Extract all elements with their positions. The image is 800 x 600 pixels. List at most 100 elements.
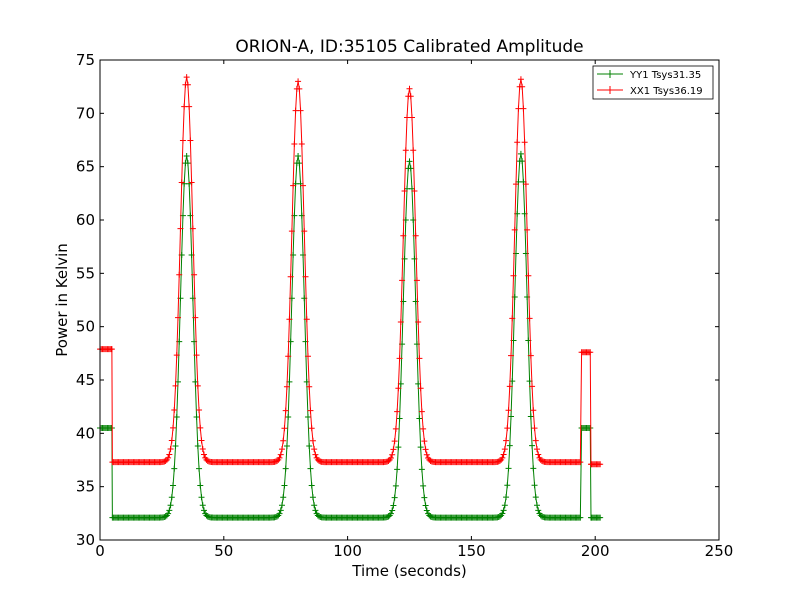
x-tick-label: 250 [705,542,734,560]
y-tick-label: 45 [76,371,95,389]
y-tick-label: 70 [76,104,95,122]
data-point [402,147,409,154]
data-point [506,442,513,449]
data-point [505,465,512,472]
data-point [535,507,542,514]
y-tick-label: 55 [76,264,95,282]
data-point [171,407,178,414]
data-point [183,153,190,159]
data-point [422,446,429,453]
x-axis-label: Time (seconds) [351,562,467,580]
data-point [276,510,283,517]
data-point [296,85,303,92]
data-point [406,158,413,165]
data-point [278,502,285,509]
data-point [407,165,414,172]
data-point [193,352,200,359]
data-point [526,315,533,322]
data-point [312,451,319,458]
data-point [199,446,206,453]
data-point [191,271,198,278]
data-point [416,355,423,362]
data-point [166,451,173,458]
data-point [396,415,403,422]
data-point [280,494,287,501]
data-point [413,277,420,284]
data-point [300,182,307,189]
data-point [503,494,510,501]
data-point [387,510,394,517]
data-point [304,414,311,421]
data-point [200,451,207,458]
y-axis-label: Power in Kelvin [53,243,71,357]
data-point [390,502,397,509]
data-point [423,451,430,458]
data-point [307,465,314,472]
data-point [387,454,394,461]
data-point [496,457,503,464]
y-tick-label: 65 [76,158,95,176]
data-point [597,461,604,468]
chart-title: ORION-A, ID:35105 Calibrated Amplitude [235,37,583,57]
data-point [176,271,183,278]
data-point [395,444,402,451]
data-point [283,443,290,450]
data-point [196,465,203,472]
data-point [308,425,315,432]
data-point [183,74,190,81]
data-point [189,225,196,232]
data-point [534,446,541,453]
data-point [288,228,295,235]
data-point [276,454,283,461]
data-point [392,482,399,489]
data-point [196,407,203,414]
data-point [179,137,186,144]
series-markers-yy1 [97,150,604,521]
data-point [500,507,507,514]
data-point [499,454,506,461]
data-point [412,232,419,239]
data-point [286,316,293,323]
data-point [415,319,422,326]
data-point [173,414,180,421]
legend-box [592,65,714,100]
legend: YY1 Tsys31.35 XX1 Tsys36.19 [592,65,714,100]
data-point [418,466,425,473]
data-point [200,507,207,514]
data-point [172,443,179,450]
data-point [418,408,425,415]
data-point [285,353,292,360]
data-point [184,81,191,88]
data-point [282,407,289,414]
data-point [168,494,175,501]
data-point [501,502,508,509]
data-point [192,314,199,321]
data-point [306,383,313,390]
data-point [197,424,204,431]
data-point [529,383,536,390]
data-point [308,482,315,489]
data-point [417,444,424,451]
data-point [277,507,284,514]
data-point [420,425,427,432]
data-point [168,437,175,444]
data-point [311,446,318,453]
data-point [278,446,285,453]
data-point [165,510,172,517]
data-point [529,442,536,449]
data-point [281,482,288,489]
y-tick-label: 35 [76,478,95,496]
data-point [517,150,524,157]
y-tick-label: 60 [76,211,95,229]
data-point [394,408,401,415]
data-point [391,494,398,501]
data-point [166,507,173,514]
data-point [512,181,519,188]
data-point [504,425,511,432]
data-point [400,232,407,239]
data-point [197,482,204,489]
data-point [416,415,423,422]
data-point [304,353,311,360]
data-point [524,226,531,233]
data-point [174,314,181,321]
